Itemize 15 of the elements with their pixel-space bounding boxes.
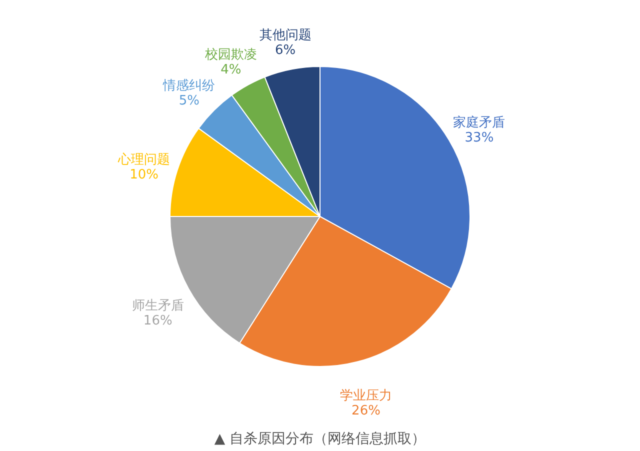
data-label: 16%: [143, 314, 172, 329]
data-label: 5%: [178, 94, 200, 109]
data-label: 4%: [220, 62, 242, 78]
slice-label: 家庭矛盾: [453, 114, 506, 130]
data-label: 6%: [275, 42, 296, 58]
text: ▲ 自杀原因分布（网络信息抓取）: [214, 431, 426, 447]
data-label: 26%: [352, 404, 380, 419]
slice-label: 心理问题: [117, 151, 170, 168]
slice-label: 学业压力: [340, 388, 392, 404]
slice-label: 校园欺凌: [204, 47, 257, 62]
slice-label: 师生矛盾: [132, 298, 184, 314]
slice-label: 情感纠纷: [162, 78, 216, 94]
data-label: 33%: [464, 130, 494, 146]
data-label: 10%: [130, 167, 159, 182]
slice-label: 其他问题: [259, 28, 312, 43]
